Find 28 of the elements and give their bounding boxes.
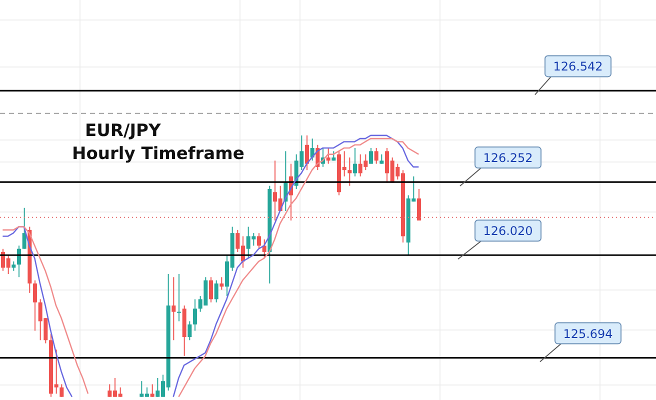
candlestick xyxy=(305,134,309,171)
candlestick xyxy=(150,384,154,398)
candlestick xyxy=(417,188,421,221)
candlestick xyxy=(33,280,37,332)
ref-line-label: 125.694 xyxy=(563,326,613,341)
candlestick xyxy=(220,276,224,290)
text: EUR/JPY xyxy=(85,121,161,141)
candlestick xyxy=(22,207,26,250)
candlestick xyxy=(380,154,384,164)
ref-line-label: 126.020 xyxy=(483,224,533,238)
text: Hourly Timeframe xyxy=(72,144,244,164)
candlestick xyxy=(257,232,261,250)
candlestick xyxy=(326,148,330,164)
ref-line-label: 126.542 xyxy=(553,60,603,74)
candlestick xyxy=(262,238,266,259)
candlestick xyxy=(374,148,378,164)
candlestick xyxy=(177,274,181,322)
candlestick xyxy=(369,148,373,164)
candlestick xyxy=(348,156,352,186)
candlestick xyxy=(193,298,197,332)
candlestick xyxy=(353,148,357,177)
candlestick xyxy=(209,276,213,303)
candlestick xyxy=(214,280,218,303)
candlestick xyxy=(172,276,176,341)
candlestick xyxy=(188,320,192,341)
candlestick xyxy=(12,260,16,272)
ref-line-label: 126.252 xyxy=(483,151,533,166)
candlestick xyxy=(60,384,64,398)
